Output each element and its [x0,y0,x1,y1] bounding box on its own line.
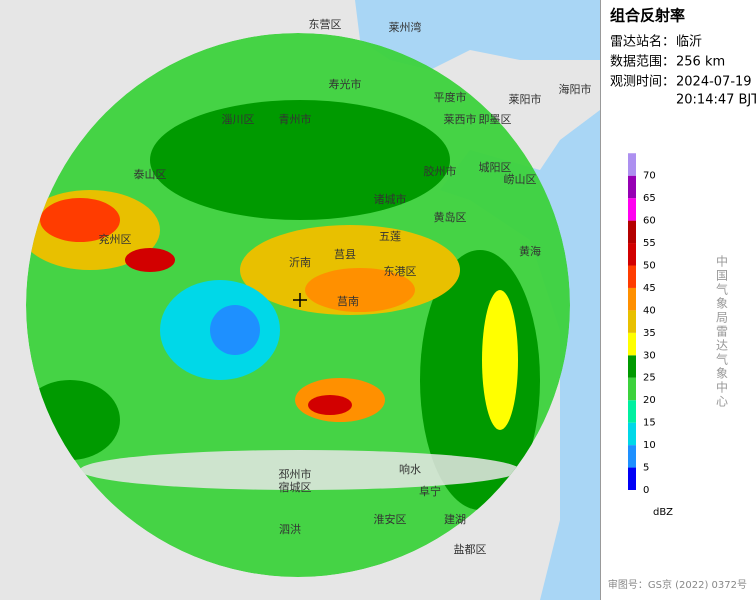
place-label: 莱州湾 [389,20,422,34]
place-label: 淄川区 [222,113,255,126]
place-label: 胶州市 [424,164,457,178]
approval: 审图号：GS京 (2022) 0372号 [608,578,747,591]
legend-tick-label: 40 [643,305,656,316]
legend-tick-label: 70 [643,171,656,182]
legend-swatch [628,243,636,266]
place-label: 城阳区 [479,161,512,174]
legend-swatch [628,265,636,288]
legend-tick-label: 0 [643,485,649,496]
legend-tick-label: 50 [643,260,656,271]
place-label: 泗洪 [279,522,301,536]
place-label: 莱西市 [444,112,477,126]
place-label: 青州市 [279,112,312,126]
place-label: 平度市 [434,90,467,104]
place-label: 东港区 [384,265,417,278]
legend: 0 5 10 15 20 25 30 35 40 45 50 55 60 65 70 [628,153,656,496]
legend-tick-label: 25 [643,373,656,384]
legend-swatch [628,355,636,378]
legend-swatch [628,445,636,468]
legend-tick-label: 65 [643,193,656,204]
place-label: 莱阳市 [509,92,542,106]
legend-tick-label: 20 [643,395,656,406]
place-label: 五莲 [379,230,401,243]
radar-site [293,293,307,307]
place-label: 泰山区 [134,167,167,181]
title: 组合反射率 [610,7,685,25]
legend-swatch [628,467,636,490]
legend-tick-label: 60 [643,216,656,227]
legend-swatch [628,377,636,401]
legend-swatch [628,422,636,446]
legend-swatch [628,287,636,311]
legend-tick-label: 45 [643,283,656,294]
legend-swatch [628,153,636,176]
legend-swatch [628,332,636,356]
legend-tick-label: 10 [643,440,656,451]
legend-swatch [628,175,636,199]
legend-swatch [628,198,636,221]
time-label: 观测时间： [610,75,675,90]
place-label: 黄岛区 [434,210,467,224]
place-label: 黄海 [519,244,541,258]
station-label: 雷达站名： [610,34,675,50]
legend-swatch [628,220,636,244]
place-label: 沂南 [289,256,311,269]
legend-swatch [628,400,636,423]
radar-echo [26,33,570,577]
place-label: 东营区 [309,17,342,31]
place-label: 邳州市 [279,467,312,481]
legend-tick-label: 35 [643,328,656,339]
place-label: 兖州区 [99,232,132,246]
range: 256 km [676,55,725,70]
legend-tick-label: 5 [643,463,649,474]
place-label: 海阳市 [559,82,592,96]
place-label: 淮安区 [374,512,407,526]
place-label: 崂山区 [504,173,537,186]
legend-tick-label: 55 [643,238,656,249]
range-label: 数据范围： [610,55,675,70]
date: 2024-07-19 [676,75,752,90]
place-label: 盐都区 [454,543,487,556]
legend-tick-label: 30 [643,350,656,361]
place-label: 宿城区 [279,480,312,494]
place-label: 莒县 [334,248,356,261]
place-label: 莒南 [337,295,359,308]
side-panel [600,0,756,600]
place-label: 寿光市 [329,77,362,91]
legend-swatch [628,310,636,333]
legend-unit: dBZ [653,507,673,518]
time: 20:14:47 BJT [676,93,756,108]
place-label: 建湖 [444,512,466,526]
place-label: 阜宁 [419,484,441,498]
place-label: 响水 [399,463,421,476]
legend-tick-label: 15 [643,418,656,429]
station: 临沂 [676,35,702,50]
place-label: 诸城市 [374,192,407,206]
credit: 中国气象局雷达气象中心 [715,254,729,409]
place-label: 即墨区 [479,113,512,126]
